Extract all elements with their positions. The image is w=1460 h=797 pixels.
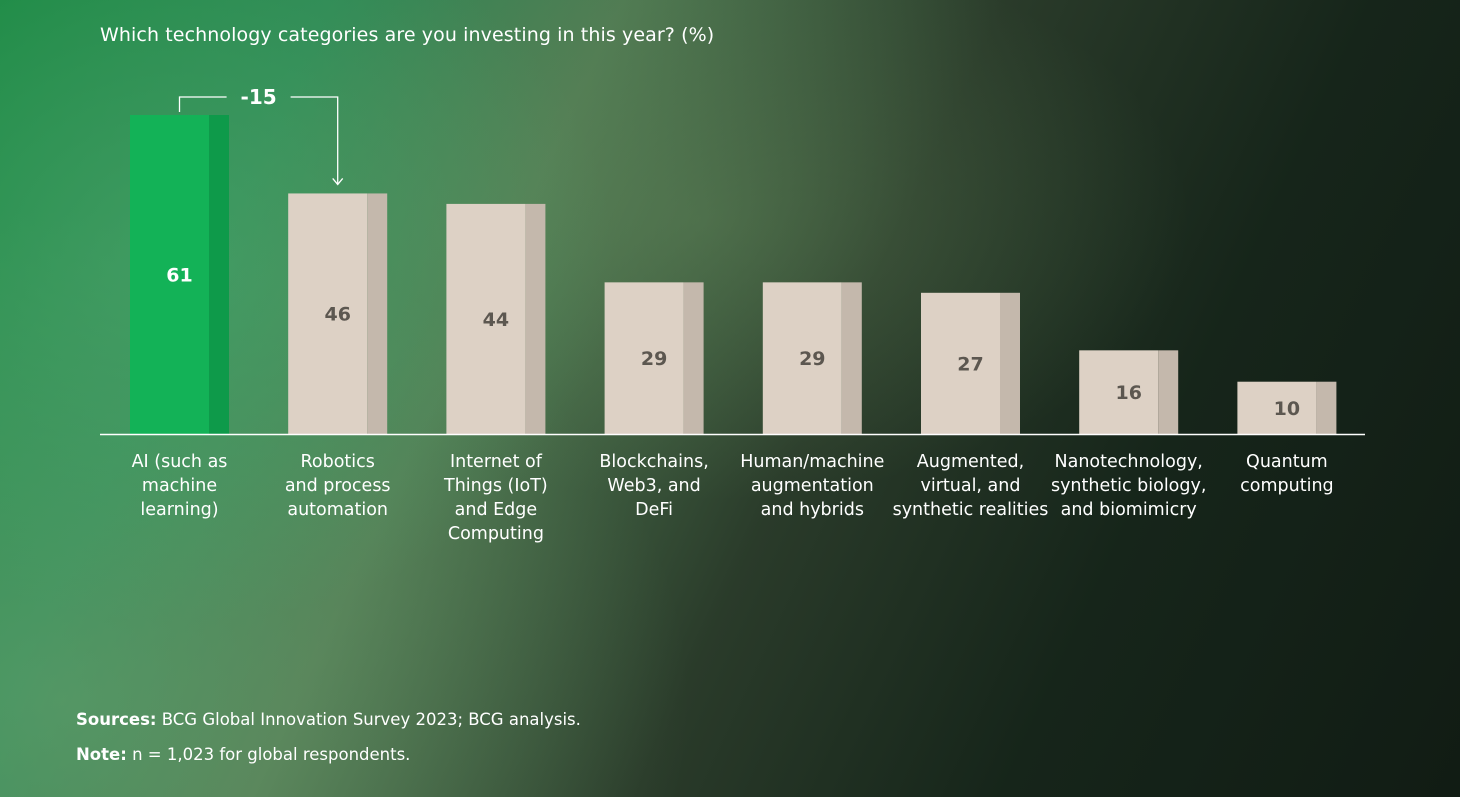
annotation-bracket-right bbox=[290, 96, 339, 184]
bar-side-5 bbox=[1000, 292, 1020, 434]
sources-text: BCG Global Innovation Survey 2023; BCG a… bbox=[161, 710, 581, 729]
category-label-3-0: Blockchains, bbox=[599, 452, 708, 472]
category-label-2-0: Internet of bbox=[450, 452, 543, 472]
annotation-arrowhead bbox=[332, 178, 344, 186]
category-label-6-2: and biomimicry bbox=[1061, 500, 1197, 520]
bar-side-2 bbox=[525, 203, 546, 434]
category-label-6-1: synthetic biology, bbox=[1051, 476, 1206, 496]
bar-6 bbox=[1079, 350, 1159, 434]
bar-1 bbox=[288, 193, 368, 434]
category-label-1-2: automation bbox=[287, 500, 388, 520]
bar-side-1 bbox=[367, 193, 388, 434]
bar-value-label-2: 44 bbox=[483, 309, 509, 331]
bar-7 bbox=[1237, 381, 1317, 434]
note-footnote: Note: n = 1,023 for global respondents. bbox=[76, 745, 410, 764]
bar-0 bbox=[130, 115, 209, 434]
category-label-2-2: and Edge bbox=[455, 500, 538, 520]
annotation-bracket-left bbox=[178, 96, 227, 112]
bar-side-7 bbox=[1316, 381, 1337, 434]
bar-value-label-5: 27 bbox=[957, 353, 983, 375]
category-label-1-1: and process bbox=[285, 476, 391, 496]
category-label-0-1: machine bbox=[142, 476, 217, 496]
category-label-4-2: and hybrids bbox=[761, 500, 864, 520]
bar-value-label-0: 61 bbox=[166, 265, 192, 287]
category-label-7-0: Quantum bbox=[1246, 452, 1328, 472]
category-label-7-1: computing bbox=[1240, 476, 1334, 496]
category-label-2-3: Computing bbox=[448, 524, 544, 544]
category-label-3-2: DeFi bbox=[635, 500, 673, 520]
sources-label: Sources: bbox=[76, 710, 157, 729]
category-label-0-0: AI (such as bbox=[132, 452, 228, 472]
bar-2 bbox=[446, 203, 526, 434]
bar-value-label-7: 10 bbox=[1274, 398, 1300, 420]
bar-4 bbox=[762, 282, 842, 434]
category-label-5-2: synthetic realities bbox=[893, 500, 1049, 520]
category-label-0-2: learning) bbox=[140, 500, 218, 520]
bar-side-6 bbox=[1158, 350, 1179, 434]
bar-side-0 bbox=[209, 115, 229, 434]
category-label-3-1: Web3, and bbox=[607, 476, 700, 496]
bar-value-label-3: 29 bbox=[641, 348, 667, 370]
bar-3 bbox=[604, 282, 684, 434]
category-label-5-1: virtual, and bbox=[920, 476, 1020, 496]
note-label: Note: bbox=[76, 745, 127, 764]
category-label-1-0: Robotics bbox=[301, 452, 375, 472]
bar-side-4 bbox=[841, 282, 862, 434]
bar-value-label-1: 46 bbox=[324, 304, 350, 326]
bar-value-label-4: 29 bbox=[799, 348, 825, 370]
bar-5 bbox=[921, 292, 1000, 434]
category-label-5-0: Augmented, bbox=[917, 452, 1024, 472]
category-label-2-1: Things (IoT) bbox=[443, 476, 548, 496]
annotation-label: -15 bbox=[241, 85, 277, 109]
sources-footnote: Sources: BCG Global Innovation Survey 20… bbox=[76, 710, 581, 729]
chart-title: Which technology categories are you inve… bbox=[100, 24, 715, 46]
note-text: n = 1,023 for global respondents. bbox=[132, 745, 411, 764]
category-label-4-1: augmentation bbox=[751, 476, 874, 496]
bar-value-label-6: 16 bbox=[1115, 382, 1141, 404]
bar-side-3 bbox=[683, 282, 704, 434]
category-label-6-0: Nanotechnology, bbox=[1055, 452, 1203, 472]
category-label-4-0: Human/machine bbox=[740, 452, 884, 472]
